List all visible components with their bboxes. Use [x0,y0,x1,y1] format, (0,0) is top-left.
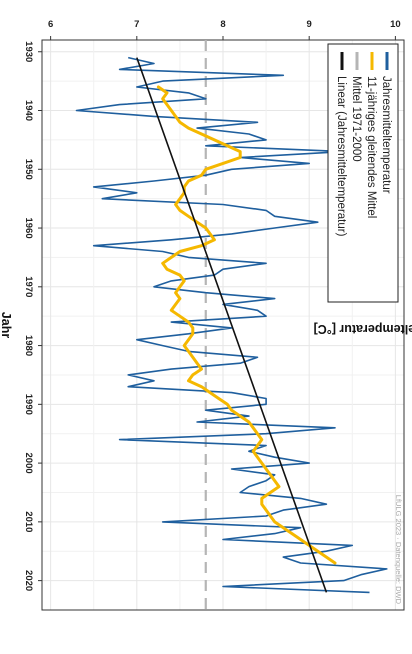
x-tick-label: 2010 [23,511,34,532]
legend-label-moving_avg: 11-jähriges gleitendes Mittel [365,76,377,218]
x-tick-label: 1940 [23,100,34,121]
y-axis-label: Jahresmitteltemperatur [°C] [314,322,412,336]
legend-label-reference: Mittel 1971-2000 [350,76,362,162]
x-tick-label: 1960 [23,217,34,238]
x-tick-label: 1930 [23,41,34,62]
x-axis-label: Jahr [0,312,13,339]
x-tick-label: 2000 [23,453,34,474]
legend-label-trend: Linear (Jahresmitteltemperatur) [335,76,347,237]
x-axis-ticks: 1930 1940 1950 1960 1970 1980 1990 2000 2010 2020 [23,41,42,591]
x-tick-label: 1970 [23,276,34,297]
legend-label-annual: Jahresmitteltemperatur [380,76,392,194]
x-tick-label: 1980 [23,335,34,356]
y-tick-label: 7 [134,19,139,30]
plot-group: 1930 1940 1950 1960 1970 1980 1990 2000 2010 2020… [0,19,405,611]
x-tick-label: 1990 [23,394,34,415]
y-tick-label: 9 [307,19,312,30]
legend-box [327,43,399,303]
y-tick-label: 8 [220,19,225,30]
source-note: LfULG 2023 · Datenquelle: DWD [394,495,403,605]
linear-trend-line [136,57,328,593]
x-tick-label: 1950 [23,159,34,180]
y-tick-label: 6 [48,19,53,30]
y-tick-label: 10 [390,19,401,30]
moving-average-line [156,85,337,565]
y-axis-ticks: 6 7 8 9 10 [48,19,401,40]
x-tick-label: 2020 [23,570,34,591]
